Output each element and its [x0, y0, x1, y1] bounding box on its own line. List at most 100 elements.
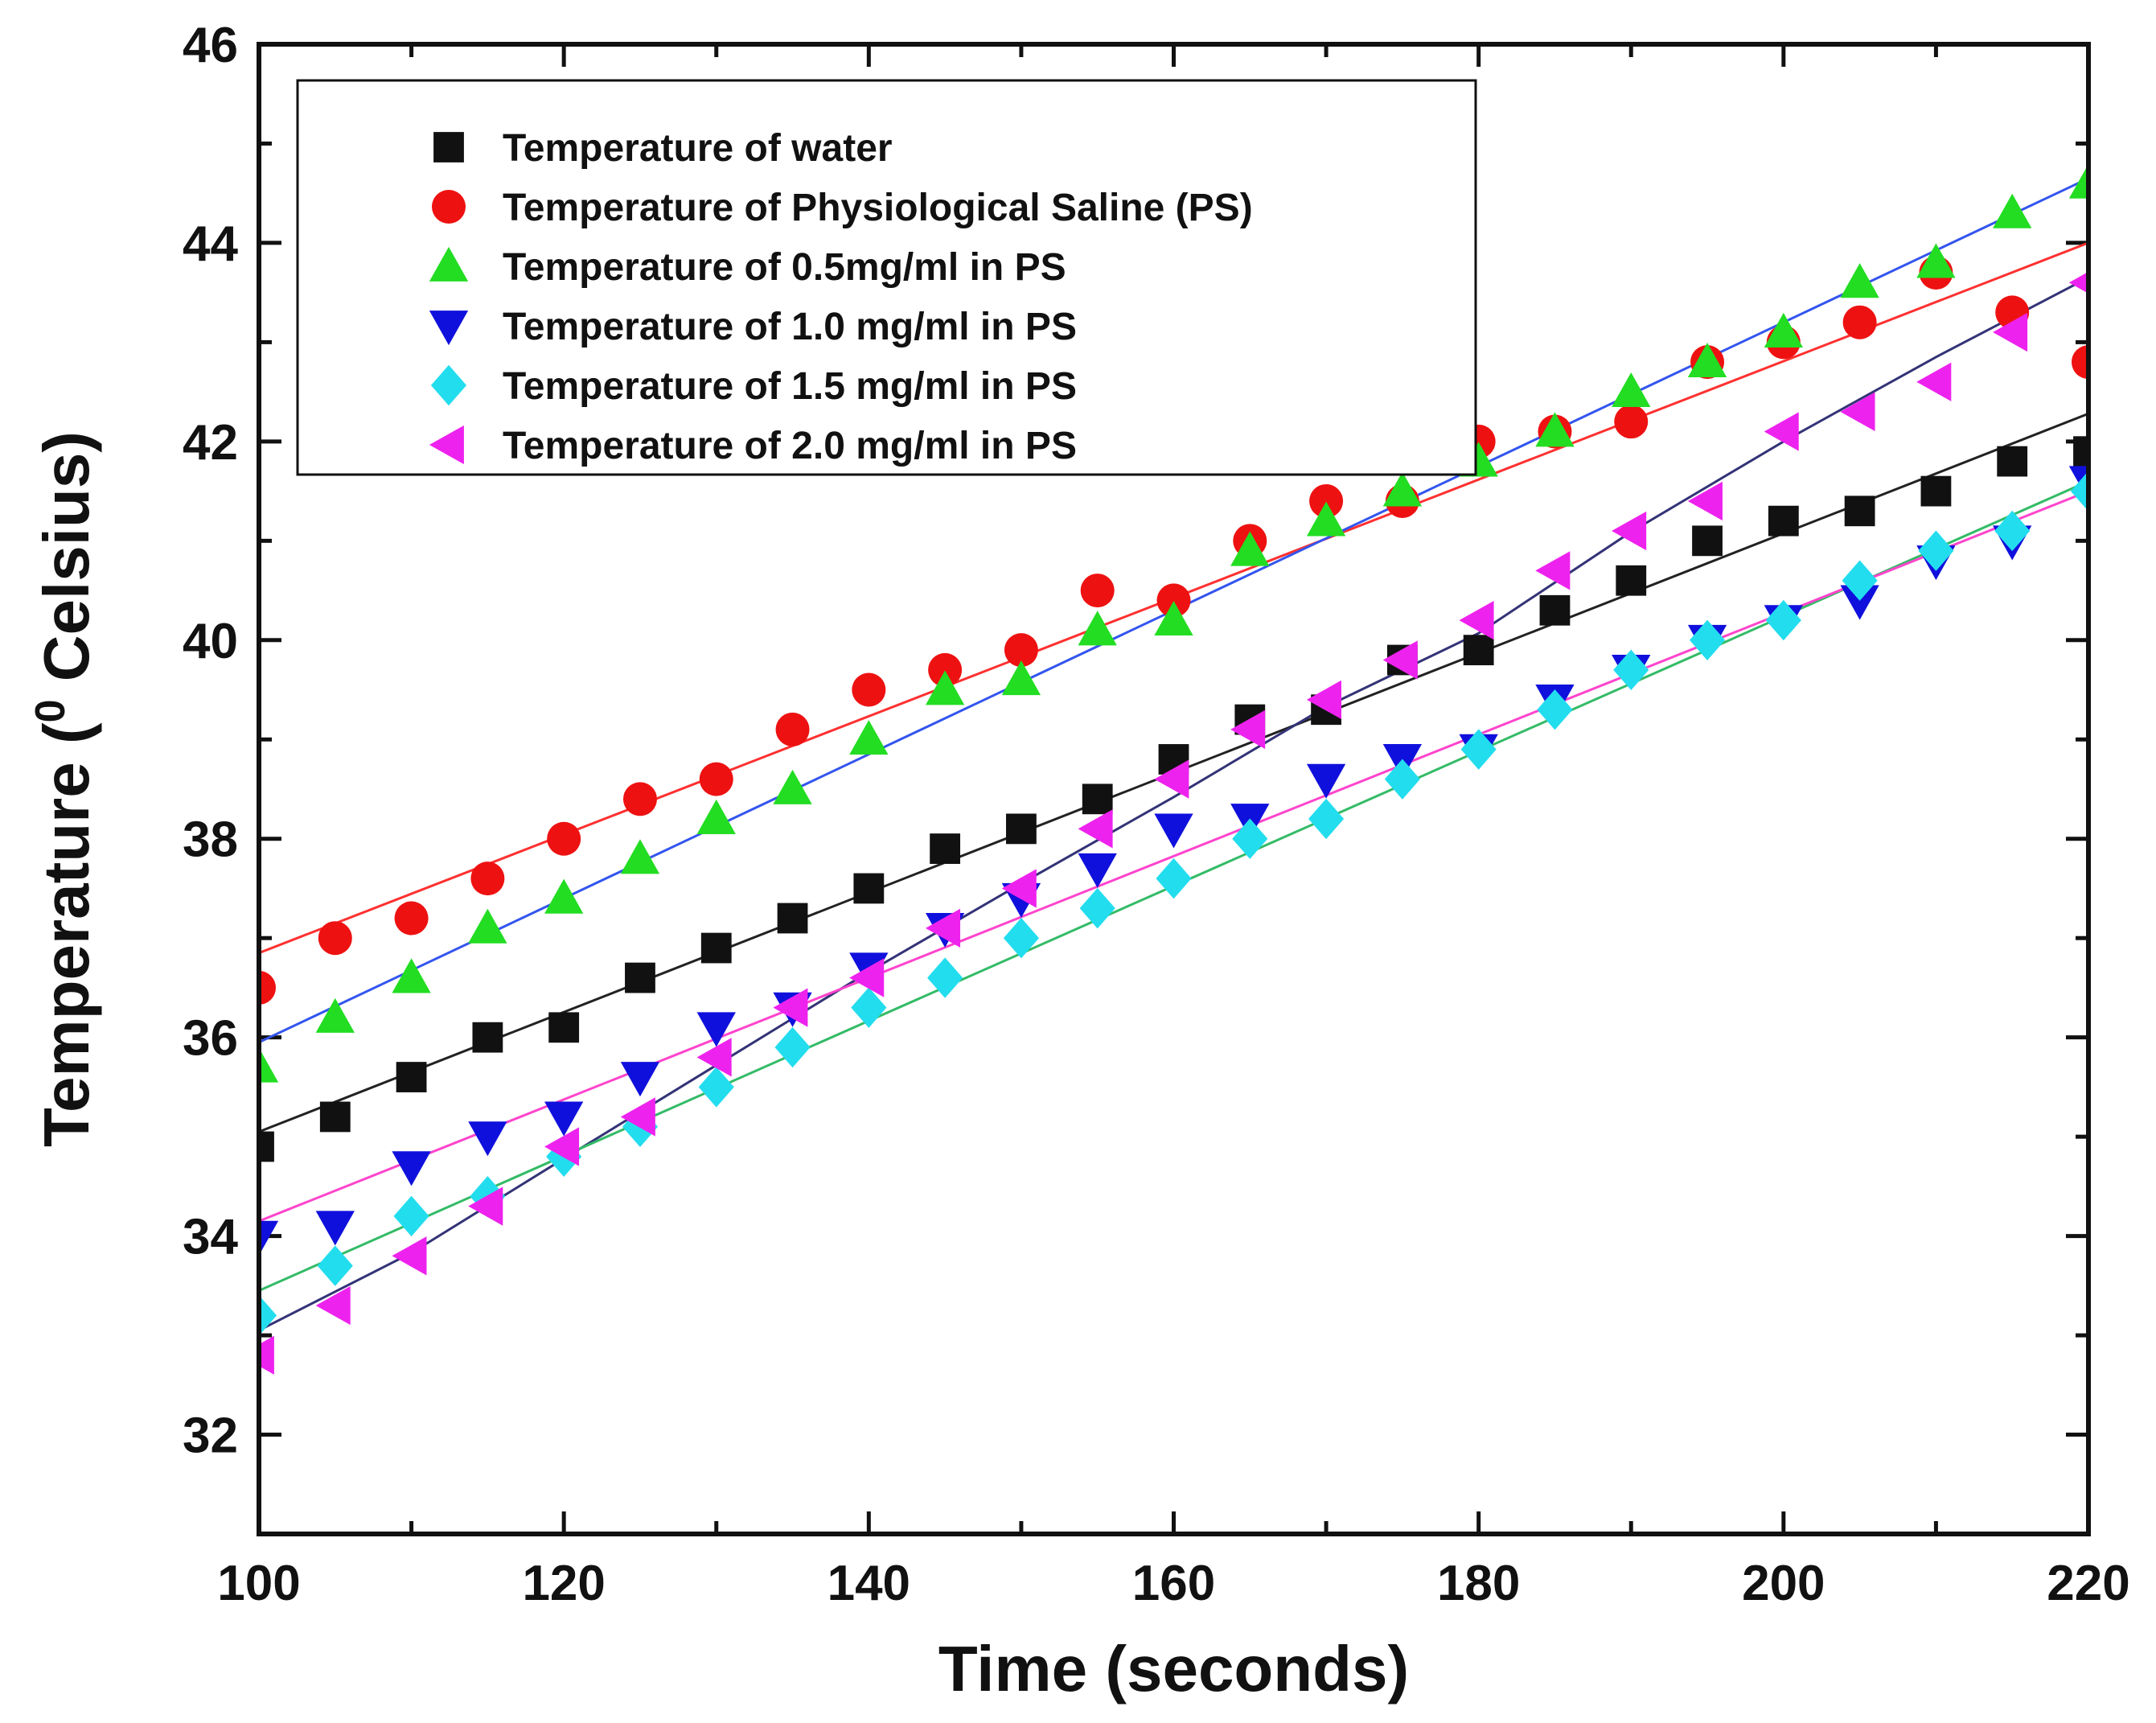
- data-point-series-1: [1463, 635, 1494, 666]
- data-point-series-3: [1535, 412, 1575, 447]
- data-point-series-3: [468, 908, 507, 944]
- legend-marker-3: [429, 246, 469, 282]
- data-point-series-5: [1689, 619, 1726, 660]
- data-markers: [259, 163, 2088, 1375]
- data-point-series-6: [620, 1097, 655, 1137]
- x-tick-label: 120: [522, 1556, 605, 1611]
- data-point-series-5: [927, 957, 963, 998]
- y-tick-label: 38: [183, 812, 238, 868]
- data-point-series-3: [1230, 531, 1270, 566]
- data-point-series-3: [925, 670, 965, 705]
- data-point-series-6: [1154, 759, 1189, 799]
- data-point-series-3: [1764, 312, 1803, 347]
- data-point-series-6: [544, 1127, 580, 1166]
- data-point-series-3: [1001, 660, 1041, 696]
- data-point-series-1: [625, 962, 655, 993]
- data-point-series-5: [1156, 857, 1192, 899]
- data-point-series-3: [315, 997, 355, 1033]
- data-point-series-6: [468, 1186, 503, 1226]
- data-point-series-2: [1080, 574, 1115, 608]
- data-point-series-5: [1994, 510, 2031, 552]
- data-point-series-3: [1687, 342, 1727, 377]
- data-point-series-3: [1840, 263, 1879, 298]
- data-point-series-5: [317, 1245, 353, 1286]
- data-point-series-6: [259, 1335, 274, 1375]
- x-tick-label: 180: [1437, 1556, 1520, 1611]
- data-point-series-6: [1993, 312, 2028, 352]
- data-point-series-3: [773, 769, 812, 804]
- y-tick-label: 44: [183, 216, 238, 272]
- data-point-series-5: [774, 1026, 811, 1068]
- data-point-series-4: [1154, 813, 1193, 849]
- data-point-series-2: [259, 970, 276, 1005]
- data-point-series-3: [2068, 163, 2088, 199]
- data-point-series-6: [1612, 511, 1647, 551]
- data-point-series-5: [1460, 729, 1497, 770]
- y-axis-title-suffix: Celsius): [31, 431, 102, 699]
- data-point-series-4: [1306, 763, 1346, 799]
- plot-frame: [257, 42, 2091, 1536]
- data-point-series-6: [1764, 412, 1799, 451]
- data-point-series-3: [259, 1047, 279, 1083]
- y-tick-label: 40: [183, 614, 238, 669]
- data-point-series-2: [1614, 405, 1649, 439]
- data-point-series-4: [544, 1101, 584, 1137]
- data-point-series-6: [1916, 362, 1952, 401]
- data-point-series-6: [1078, 809, 1113, 849]
- x-axis-title: Time (seconds): [938, 1633, 1409, 1704]
- x-tick-label: 100: [217, 1556, 300, 1611]
- data-point-series-4: [468, 1121, 507, 1157]
- data-point-series-3: [1382, 471, 1423, 507]
- data-point-series-2: [852, 672, 886, 707]
- legend-marker-2: [432, 190, 466, 224]
- data-point-series-1: [472, 1022, 503, 1053]
- data-point-series-3: [1078, 611, 1117, 646]
- data-point-series-4: [315, 1211, 355, 1246]
- legend-label-3: Temperature of 0.5mg/ml in PS: [503, 246, 1066, 289]
- data-point-series-5: [2070, 471, 2088, 512]
- data-point-series-1: [1920, 475, 1952, 507]
- tick-labels: 100 120 140 160 180 200 220 32 34 36 38 40 42 44 46: [183, 18, 2130, 1611]
- data-point-series-1: [396, 1062, 427, 1092]
- data-point-series-1: [1082, 783, 1113, 815]
- data-point-series-4: [392, 1151, 431, 1186]
- y-axis-title-prefix: Temperature (: [31, 722, 102, 1147]
- legend-marker-6: [429, 425, 464, 465]
- data-point-series-6: [1840, 392, 1875, 431]
- x-tick-label: 140: [827, 1556, 910, 1611]
- legend-label-6: Temperature of 2.0 mg/ml in PS: [503, 425, 1077, 467]
- data-point-series-1: [259, 1131, 274, 1162]
- data-point-series-5: [1613, 649, 1649, 691]
- data-point-series-6: [849, 958, 885, 997]
- data-point-series-3: [696, 799, 736, 834]
- data-point-series-2: [1842, 305, 1877, 339]
- data-point-series-5: [851, 987, 887, 1028]
- legend-box: [296, 79, 1477, 476]
- data-point-series-2: [394, 901, 429, 936]
- data-point-series-2: [2072, 345, 2088, 380]
- x-tick-label: 220: [2047, 1556, 2129, 1611]
- data-point-series-3: [620, 839, 660, 874]
- data-point-series-4: [259, 1220, 279, 1256]
- data-point-series-5: [1003, 918, 1039, 959]
- data-point-series-5: [1384, 759, 1420, 800]
- data-point-series-4: [620, 1062, 660, 1097]
- legend: Temperature of water Temperature of Physi…: [296, 79, 1477, 476]
- data-point-series-4: [696, 1012, 736, 1047]
- data-point-series-1: [2073, 436, 2088, 467]
- y-tick-label: 46: [183, 18, 238, 73]
- data-point-series-3: [1993, 193, 2032, 228]
- data-point-series-5: [1308, 798, 1345, 840]
- data-point-series-2: [1309, 483, 1344, 518]
- data-point-series-6: [773, 988, 808, 1027]
- y-axis-title-superscript: 0: [27, 699, 74, 722]
- legend-label-2: Temperature of Physiological Saline (PS): [503, 187, 1253, 229]
- y-tick-label: 32: [183, 1408, 238, 1464]
- data-point-series-2: [318, 921, 352, 956]
- data-point-series-6: [315, 1285, 351, 1326]
- data-point-series-2: [622, 782, 657, 816]
- data-point-series-3: [1612, 372, 1651, 408]
- data-point-series-2: [470, 862, 505, 896]
- legend-marker-5: [430, 364, 467, 406]
- data-point-series-6: [1687, 481, 1723, 521]
